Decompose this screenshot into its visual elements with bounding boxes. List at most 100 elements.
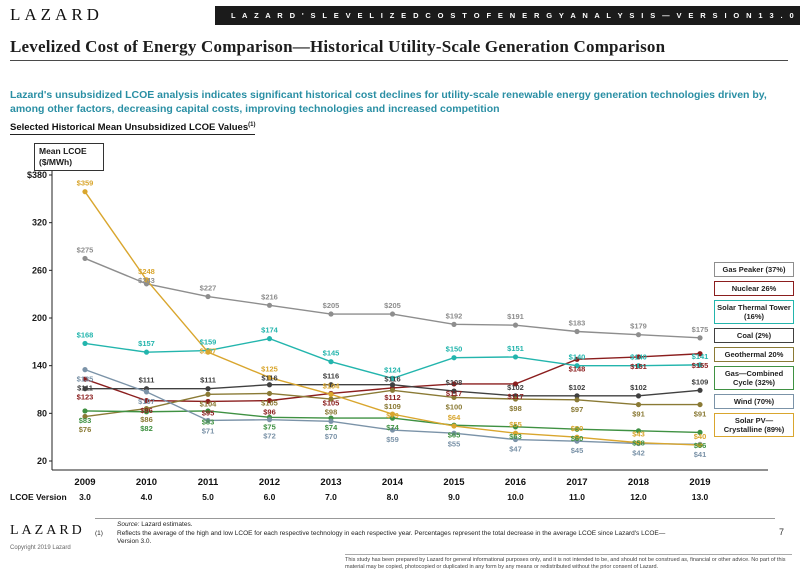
data-point-geothermal — [266, 390, 273, 397]
data-point-coal — [205, 386, 211, 392]
data-point-solar_thermal — [389, 375, 396, 381]
svg-text:$58: $58 — [632, 439, 645, 448]
svg-text:$150: $150 — [446, 345, 463, 354]
legend-item-solar_thermal: Solar Thermal Tower (16%) — [714, 300, 794, 324]
svg-text:2019: 2019 — [689, 477, 710, 488]
svg-text:$116: $116 — [323, 372, 339, 381]
svg-text:$95: $95 — [202, 408, 215, 417]
chart-legend: Gas Peaker (37%) Nuclear 26% Solar Thermal… — [714, 262, 794, 441]
footer-divider — [95, 518, 775, 519]
svg-text:$50: $50 — [571, 424, 584, 433]
data-point-solar_thermal — [697, 362, 703, 368]
svg-text:$98: $98 — [509, 404, 522, 413]
data-point-solar_thermal — [266, 336, 273, 342]
data-point-solar_pv — [451, 423, 457, 429]
svg-text:$76: $76 — [79, 425, 92, 434]
svg-text:$72: $72 — [263, 431, 276, 440]
svg-text:320: 320 — [32, 218, 47, 228]
data-point-solar_thermal — [82, 340, 88, 347]
svg-text:$41: $41 — [694, 450, 707, 459]
svg-text:2018: 2018 — [628, 477, 649, 488]
svg-text:$157: $157 — [138, 339, 155, 348]
data-point-gas_cc — [512, 424, 519, 430]
data-point-nuclear — [697, 351, 703, 357]
svg-text:$74: $74 — [386, 423, 399, 432]
lazard-logo: LAZARD — [10, 5, 103, 24]
svg-text:10.0: 10.0 — [507, 492, 524, 502]
svg-text:$380: $380 — [27, 170, 47, 180]
svg-text:$100: $100 — [446, 402, 463, 411]
svg-text:$105: $105 — [323, 398, 340, 407]
svg-text:2017: 2017 — [566, 477, 587, 488]
svg-text:$183: $183 — [569, 319, 586, 328]
data-point-wind — [143, 389, 150, 395]
svg-text:2016: 2016 — [505, 477, 526, 488]
data-point-gas_cc — [574, 426, 580, 432]
svg-text:$83: $83 — [202, 417, 215, 426]
svg-text:$71: $71 — [202, 426, 215, 435]
y-axis-label-box: Mean LCOE ($/MWh) — [34, 143, 104, 171]
svg-text:$174: $174 — [261, 326, 279, 335]
data-point-solar_pv — [512, 430, 519, 436]
svg-text:260: 260 — [32, 265, 47, 275]
data-point-geothermal — [512, 396, 519, 402]
svg-text:3.0: 3.0 — [79, 492, 91, 502]
data-point-nuclear — [451, 381, 457, 387]
svg-text:$191: $191 — [507, 312, 524, 321]
footnote-text: Reflects the average of the high and low… — [117, 529, 666, 546]
svg-text:$82: $82 — [140, 424, 153, 433]
svg-text:$205: $205 — [323, 301, 340, 310]
svg-text:$111: $111 — [139, 376, 155, 385]
data-point-gas_peaker — [635, 332, 642, 338]
section-label: Selected Historical Mean Unsubsidized LC… — [10, 122, 256, 136]
legend-item-coal: Coal (2%) — [714, 328, 794, 343]
svg-text:$107: $107 — [138, 397, 155, 406]
svg-text:2013: 2013 — [320, 477, 341, 488]
svg-text:$91: $91 — [694, 410, 707, 419]
svg-text:$74: $74 — [325, 423, 338, 432]
page-number: 7 — [778, 527, 784, 537]
page-subtitle: Lazard's unsubsidized LCOE analysis indi… — [10, 89, 767, 115]
svg-text:2011: 2011 — [198, 477, 219, 488]
data-point-geothermal — [697, 401, 703, 408]
data-point-gas_cc — [205, 408, 211, 414]
svg-text:$117: $117 — [446, 389, 462, 398]
svg-text:$63: $63 — [509, 432, 522, 441]
data-point-gas_cc — [697, 429, 703, 435]
svg-text:8.0: 8.0 — [387, 492, 399, 502]
svg-text:$140: $140 — [630, 353, 647, 362]
svg-text:140: 140 — [32, 361, 47, 371]
svg-text:$45: $45 — [571, 446, 584, 455]
data-point-solar_thermal — [512, 354, 519, 360]
svg-text:$125: $125 — [261, 365, 278, 374]
svg-text:$55: $55 — [509, 420, 522, 429]
source-block: Source: Lazard estimates. (1) Reflects t… — [95, 521, 695, 547]
data-point-solar_pv — [205, 349, 211, 355]
svg-text:$148: $148 — [569, 364, 586, 373]
svg-text:2009: 2009 — [74, 477, 95, 488]
svg-text:$47: $47 — [509, 445, 522, 454]
series-points — [82, 189, 703, 448]
svg-text:$64: $64 — [448, 413, 461, 422]
svg-text:$151: $151 — [507, 344, 524, 353]
svg-text:80: 80 — [37, 408, 47, 418]
disclaimer: This study has been prepared by Lazard f… — [345, 554, 792, 571]
source-text: Lazard estimates. — [141, 521, 193, 528]
svg-text:$109: $109 — [692, 377, 709, 386]
data-point-geothermal — [574, 397, 580, 403]
svg-text:$205: $205 — [384, 301, 401, 310]
data-point-wind — [328, 418, 334, 424]
data-point-gas_peaker — [574, 328, 580, 335]
svg-text:$116: $116 — [384, 374, 400, 383]
svg-text:$145: $145 — [323, 349, 340, 358]
svg-text:$104: $104 — [200, 399, 218, 408]
page-title: Levelized Cost of Energy Comparison—Hist… — [10, 37, 666, 56]
footer-lazard-logo: LAZARD — [10, 523, 85, 538]
data-point-solar_pv — [635, 440, 642, 446]
svg-text:$108: $108 — [446, 378, 463, 387]
section-label-text: Selected Historical Mean Unsubsidized LC… — [10, 122, 249, 134]
data-point-gas_peaker — [697, 335, 703, 341]
svg-text:$140: $140 — [569, 353, 586, 362]
svg-text:6.0: 6.0 — [264, 492, 276, 502]
data-point-coal — [82, 386, 88, 392]
